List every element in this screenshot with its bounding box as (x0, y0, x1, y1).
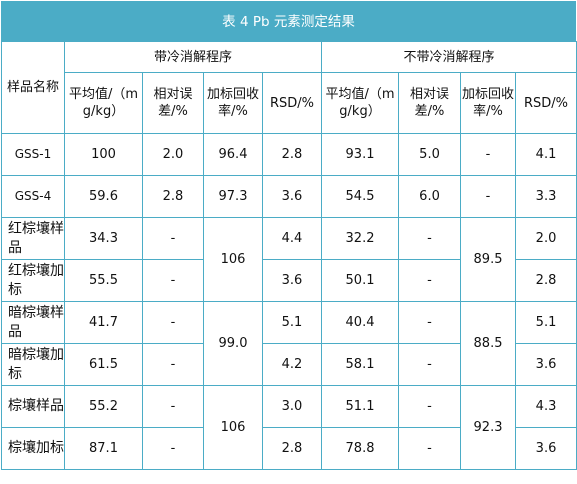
cell-sample: 红棕壤样品 (1, 217, 65, 260)
header-row-columns: 平均值/（mg/kg） 相对误差/% 加标回收率/% RSD/% 平均值/（mg… (2, 72, 577, 134)
cell-mean: 59.6 (64, 175, 143, 218)
cell-mean: 100 (64, 133, 143, 176)
cell-recovery: 88.5 (460, 301, 517, 386)
header-sample-name: 样品名称 (1, 41, 65, 134)
cell-mean: 54.5 (321, 175, 400, 218)
cell-rsd: 3.6 (515, 343, 577, 386)
cell-recovery: 106 (203, 385, 263, 470)
cell-recovery: 97.3 (203, 175, 263, 218)
cell-rsd: 3.3 (515, 175, 577, 218)
cell-sample: 暗棕壤样品 (1, 301, 65, 344)
cell-mean: 58.1 (321, 343, 400, 386)
cell-recovery: - (460, 133, 517, 176)
header-group-without-cooling: 不带冷消解程序 (321, 41, 577, 73)
cell-rsd: 4.2 (261, 343, 323, 386)
cell-mean: 32.2 (321, 217, 400, 260)
cell-rsd: 3.6 (261, 175, 323, 218)
cell-relative-error: - (398, 217, 462, 260)
cell-rsd: 5.1 (261, 301, 323, 344)
cell-recovery: 99.0 (203, 301, 263, 386)
header-row-groups: 样品名称 带冷消解程序 不带冷消解程序 (1, 41, 577, 134)
table-row: GSS-4 59.6 2.8 97.3 3.6 54.5 6.0 - 3.3 (1, 175, 577, 218)
cell-mean: 93.1 (321, 133, 400, 176)
cell-rsd: 3.6 (261, 259, 323, 302)
cell-recovery: 92.3 (460, 385, 517, 470)
cell-rsd: 4.4 (261, 217, 323, 260)
header-col-recovery: 加标回收率/% (203, 72, 263, 134)
cell-relative-error: - (398, 385, 462, 428)
cell-relative-error: 2.0 (142, 133, 204, 176)
cell-mean: 51.1 (321, 385, 400, 428)
header-col-rsd: RSD/% (515, 72, 577, 134)
cell-relative-error: - (398, 343, 462, 386)
cell-rsd: 2.0 (515, 217, 577, 260)
cell-sample: 暗棕壤加标 (1, 343, 65, 386)
table-title: 表 4 Pb 元素测定结果 (1, 1, 576, 41)
cell-rsd: 3.0 (261, 385, 323, 428)
cell-mean: 40.4 (321, 301, 400, 344)
cell-rsd: 2.8 (261, 133, 323, 176)
cell-relative-error: - (142, 217, 204, 260)
cell-mean: 78.8 (321, 427, 400, 470)
header-col-rsd: RSD/% (261, 72, 323, 134)
cell-mean: 61.5 (64, 343, 143, 386)
cell-rsd: 5.1 (515, 301, 577, 344)
table-row: 棕壤加标 87.1 - 2.8 78.8 - 3.6 (1, 427, 577, 470)
table-row: GSS-1 100 2.0 96.4 2.8 93.1 5.0 - 4.1 (1, 133, 577, 176)
cell-sample: GSS-1 (1, 133, 65, 176)
cell-relative-error: - (142, 427, 204, 470)
cell-mean: 55.2 (64, 385, 143, 428)
cell-sample: 棕壤加标 (1, 427, 65, 470)
cell-rsd: 4.1 (515, 133, 577, 176)
cell-mean: 41.7 (64, 301, 143, 344)
cell-relative-error: - (142, 301, 204, 344)
cell-rsd: 4.3 (515, 385, 577, 428)
cell-mean: 34.3 (64, 217, 143, 260)
cell-recovery: - (460, 175, 517, 218)
cell-rsd: 3.6 (515, 427, 577, 470)
table-row: 红棕壤加标 55.5 - 3.6 50.1 - 2.8 (1, 259, 577, 302)
header-col-mean: 平均值/（mg/kg） (321, 72, 400, 134)
header-col-recovery: 加标回收率/% (460, 72, 517, 134)
header-col-relative-error: 相对误差/% (142, 72, 204, 134)
cell-relative-error: 6.0 (398, 175, 462, 218)
results-table: 样品名称 带冷消解程序 不带冷消解程序 平均值/（mg/kg） 相对误差/% 加… (1, 41, 577, 470)
table-row: 棕壤样品 55.2 - 106 3.0 51.1 - 92.3 4.3 (1, 385, 577, 470)
cell-rsd: 2.8 (515, 259, 577, 302)
cell-sample: GSS-4 (1, 175, 65, 218)
cell-relative-error: 2.8 (142, 175, 204, 218)
cell-relative-error: - (142, 343, 204, 386)
cell-relative-error: 5.0 (398, 133, 462, 176)
cell-recovery: 106 (203, 217, 263, 302)
cell-recovery: 89.5 (460, 217, 517, 302)
cell-relative-error: - (142, 385, 204, 428)
cell-sample: 红棕壤加标 (1, 259, 65, 302)
table-row: 红棕壤样品 34.3 - 106 4.4 32.2 - 89.5 2.0 (1, 217, 577, 302)
header-col-relative-error: 相对误差/% (398, 72, 462, 134)
cell-sample: 棕壤样品 (1, 385, 65, 428)
cell-recovery: 96.4 (203, 133, 263, 176)
cell-relative-error: - (398, 427, 462, 470)
cell-relative-error: - (398, 259, 462, 302)
cell-mean: 55.5 (64, 259, 143, 302)
cell-relative-error: - (398, 301, 462, 344)
cell-relative-error: - (142, 259, 204, 302)
cell-mean: 87.1 (64, 427, 143, 470)
cell-rsd: 2.8 (261, 427, 323, 470)
header-col-mean: 平均值/（mg/kg） (64, 72, 143, 134)
cell-mean: 50.1 (321, 259, 400, 302)
table-row: 暗棕壤样品 41.7 - 99.0 5.1 40.4 - 88.5 5.1 (1, 301, 577, 386)
header-group-with-cooling: 带冷消解程序 (63, 41, 323, 73)
